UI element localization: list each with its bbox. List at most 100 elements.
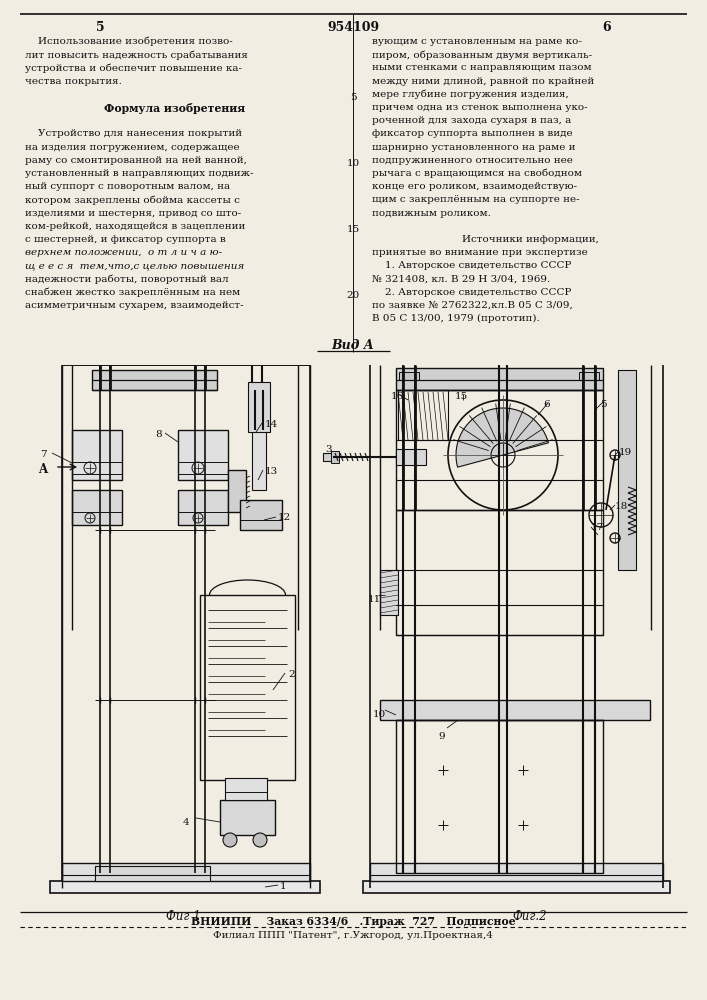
Bar	[72, 490, 122, 525]
Bar	[95, 866, 210, 881]
Text: на изделия погружением, содержащее: на изделия погружением, содержащее	[25, 143, 240, 152]
Text: ВНИИПИ    Заказ 6334/6   .Тираж  727   Подписное: ВНИИПИ Заказ 6334/6 .Тираж 727 Подписное	[191, 916, 515, 927]
Text: A: A	[38, 463, 47, 476]
Bar	[50, 881, 320, 893]
Bar	[225, 778, 267, 800]
Text: 10: 10	[346, 159, 360, 168]
Text: изделиями и шестерня, привод со што-: изделиями и шестерня, привод со што-	[25, 209, 241, 218]
Text: 20: 20	[346, 291, 360, 300]
Bar	[398, 390, 448, 440]
Text: 5: 5	[95, 21, 105, 34]
Text: рычага с вращающимся на свободном: рычага с вращающимся на свободном	[372, 169, 582, 178]
Text: 13: 13	[265, 467, 279, 476]
Bar	[363, 881, 670, 893]
Bar	[228, 470, 246, 512]
Text: чества покрытия.: чества покрытия.	[25, 77, 122, 86]
Text: пиром, образованным двумя вертикаль-: пиром, образованным двумя вертикаль-	[372, 50, 592, 60]
Text: 4: 4	[183, 818, 189, 827]
Bar	[178, 430, 228, 480]
Text: с шестерней, и фиксатор суппорта в: с шестерней, и фиксатор суппорта в	[25, 235, 226, 244]
Bar	[248, 382, 270, 432]
Text: 17: 17	[591, 523, 604, 532]
Text: ком-рейкой, находящейся в зацеплении: ком-рейкой, находящейся в зацеплении	[25, 222, 245, 231]
Bar	[370, 863, 663, 881]
Text: щ е е с я  тем,что,с целью повышения: щ е е с я тем,что,с целью повышения	[25, 261, 244, 270]
Text: верхнем положении,  о т л и ч а ю-: верхнем положении, о т л и ч а ю-	[25, 248, 222, 257]
Text: 19: 19	[619, 448, 632, 457]
Text: 6: 6	[602, 21, 612, 34]
Text: Фиг.2: Фиг.2	[513, 910, 547, 923]
Text: установленный в направляющих подвиж-: установленный в направляющих подвиж-	[25, 169, 254, 178]
Text: ными стенками с направляющим пазом: ными стенками с направляющим пазом	[372, 63, 592, 72]
Text: 11: 11	[368, 595, 381, 604]
Text: 6: 6	[543, 400, 549, 409]
Text: фиксатор суппорта выполнен в виде: фиксатор суппорта выполнен в виде	[372, 129, 573, 138]
Text: конце его роликом, взаимодействую-: конце его роликом, взаимодействую-	[372, 182, 577, 191]
Bar	[396, 510, 603, 635]
Text: 2: 2	[288, 670, 295, 679]
Text: снабжен жестко закреплённым на нем: снабжен жестко закреплённым на нем	[25, 288, 240, 297]
Text: 3: 3	[325, 445, 332, 454]
Text: 15: 15	[346, 225, 360, 234]
Text: подвижным роликом.: подвижным роликом.	[372, 209, 491, 218]
Bar	[396, 720, 603, 873]
Text: надежности работы, поворотный вал: надежности работы, поворотный вал	[25, 275, 228, 284]
Text: 2. Авторское свидетельство СССР: 2. Авторское свидетельство СССР	[372, 288, 571, 297]
Text: 8: 8	[155, 430, 162, 439]
Bar	[618, 370, 636, 570]
Bar	[380, 570, 398, 615]
Circle shape	[253, 833, 267, 847]
Wedge shape	[456, 408, 549, 467]
Text: Источники информации,: Источники информации,	[462, 235, 598, 244]
Bar	[323, 453, 335, 461]
Bar	[92, 370, 217, 390]
Text: лит повысить надежность срабатывания: лит повысить надежность срабатывания	[25, 50, 248, 60]
Bar	[399, 372, 419, 380]
Bar	[396, 390, 603, 510]
Text: Фиг 1: Фиг 1	[165, 910, 200, 923]
Bar	[380, 700, 650, 720]
Text: Использование изобретения позво-: Использование изобретения позво-	[25, 37, 233, 46]
Bar	[220, 800, 275, 835]
Text: 18: 18	[615, 502, 629, 511]
Text: вующим с установленным на раме ко-: вующим с установленным на раме ко-	[372, 37, 582, 46]
Bar	[396, 449, 426, 465]
Text: Филиал ППП "Патент", г.Ужгород, ул.Проектная,4: Филиал ППП "Патент", г.Ужгород, ул.Проек…	[213, 931, 493, 940]
Text: 16: 16	[391, 392, 404, 401]
Text: мере глубине погружения изделия,: мере глубине погружения изделия,	[372, 90, 568, 99]
Bar	[396, 368, 603, 390]
Text: ный суппорт с поворотным валом, на: ный суппорт с поворотным валом, на	[25, 182, 230, 191]
Text: 5: 5	[600, 400, 607, 409]
Text: принятые во внимание при экспертизе: принятые во внимание при экспертизе	[372, 248, 588, 257]
Text: № 321408, кл. В 29 Н 3/04, 1969.: № 321408, кл. В 29 Н 3/04, 1969.	[372, 275, 550, 284]
Text: 15: 15	[455, 392, 468, 401]
Bar	[72, 430, 122, 480]
Text: 7: 7	[40, 450, 47, 459]
Text: по заявке № 2762322,кл.В 05 С 3/09,: по заявке № 2762322,кл.В 05 С 3/09,	[372, 301, 573, 310]
Text: подпружиненного относительно нее: подпружиненного относительно нее	[372, 156, 573, 165]
Text: между ними длиной, равной по крайней: между ними длиной, равной по крайней	[372, 77, 595, 86]
Text: устройства и обеспечит повышение ка-: устройства и обеспечит повышение ка-	[25, 63, 242, 73]
Text: щим с закреплённым на суппорте не-: щим с закреплённым на суппорте не-	[372, 195, 580, 204]
Text: 12: 12	[278, 513, 291, 522]
Text: 5: 5	[350, 93, 356, 102]
Bar	[579, 372, 599, 380]
Text: 1: 1	[280, 882, 286, 891]
Bar	[200, 595, 295, 780]
Text: Вид A: Вид A	[332, 339, 374, 352]
Text: 954109: 954109	[327, 21, 379, 34]
Text: роченной для захода сухаря в паз, а: роченной для захода сухаря в паз, а	[372, 116, 571, 125]
Bar	[178, 490, 228, 525]
Text: Формула изобретения: Формула изобретения	[105, 103, 245, 114]
Text: Устройство для нанесения покрытий: Устройство для нанесения покрытий	[25, 129, 242, 138]
Text: В 05 С 13/00, 1979 (прототип).: В 05 С 13/00, 1979 (прототип).	[372, 314, 539, 323]
Text: 14: 14	[265, 420, 279, 429]
Text: 1. Авторское свидетельство СССР: 1. Авторское свидетельство СССР	[372, 261, 571, 270]
Text: 9: 9	[438, 732, 445, 741]
Text: котором закреплены обойма кассеты с: котором закреплены обойма кассеты с	[25, 195, 240, 205]
Text: шарнирно установленного на раме и: шарнирно установленного на раме и	[372, 143, 575, 152]
Text: асимметричным сухарем, взаимодейст-: асимметричным сухарем, взаимодейст-	[25, 301, 244, 310]
Bar	[252, 430, 266, 490]
Bar	[62, 863, 310, 881]
Text: 10: 10	[373, 710, 386, 719]
